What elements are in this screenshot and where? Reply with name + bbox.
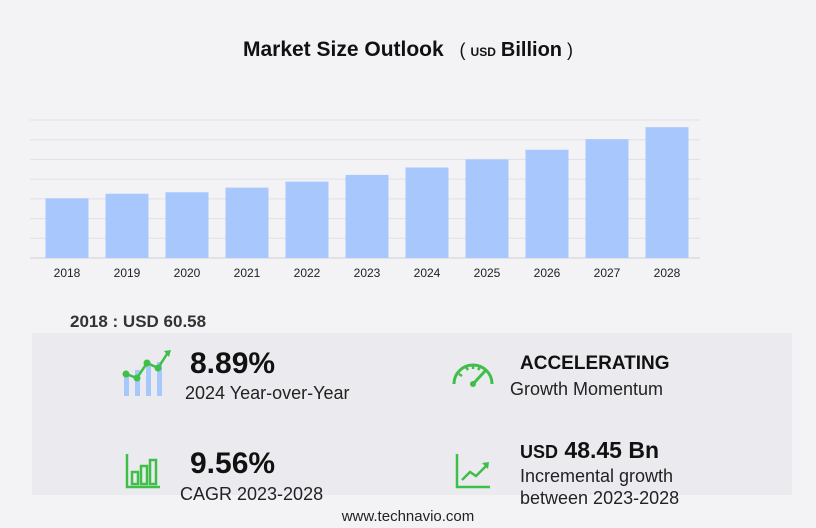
x-tick-label: 2025: [474, 266, 501, 280]
x-tick-label: 2021: [234, 266, 261, 280]
bar-chart: 2018 2019 2020 2021 2022 2023 2024 2025 2026 2027…: [30, 119, 700, 280]
incremental-label-wrap: Incremental growth between 2023-2028: [520, 465, 679, 509]
x-tick-label: 2022: [294, 266, 321, 280]
cagr-stat: 9.56%: [190, 448, 275, 480]
yoy-stat: 8.89%: [190, 348, 275, 380]
incremental-value: 48.45 Bn: [564, 437, 660, 463]
bar-2025: [465, 159, 509, 258]
x-tick-label: 2027: [594, 266, 621, 280]
x-tick-label: 2024: [414, 266, 441, 280]
yoy-value: 8.89%: [190, 347, 276, 380]
footer-url: www.technavio.com: [341, 508, 475, 525]
bar-2021: [225, 187, 269, 258]
x-tick-label: 2028: [654, 266, 681, 280]
incremental-prefix: USD: [520, 442, 559, 462]
x-tick-label: 2026: [534, 266, 561, 280]
bar-chart-icon: [125, 454, 160, 489]
bar-2020: [165, 192, 209, 258]
bar-2027: [585, 139, 629, 258]
momentum-value: ACCELERATING: [520, 353, 670, 374]
momentum-label: Growth Momentum: [510, 379, 664, 399]
x-tick-label: 2020: [174, 266, 201, 280]
incremental-stat: USD 48.45 Bn: [520, 434, 659, 468]
momentum-label-wrap: Growth Momentum: [510, 378, 663, 400]
cagr-label-wrap: CAGR 2023-2028: [180, 483, 323, 505]
speedometer-icon: [452, 363, 494, 387]
growth-chart-icon: [122, 350, 171, 396]
trend-line-icon: [455, 454, 490, 489]
bar-2028: [645, 127, 689, 259]
baseline-value: 2018 : USD 60.58: [70, 312, 207, 331]
bar-2026: [525, 149, 569, 258]
yoy-label-wrap: 2024 Year-over-Year: [185, 382, 349, 404]
title-unit: ( USD Billion ): [459, 39, 574, 61]
incremental-label-1: Incremental growth: [520, 466, 674, 486]
bar-2022: [285, 181, 329, 258]
yoy-label: 2024 Year-over-Year: [185, 383, 350, 403]
x-tick-label: 2018: [54, 266, 81, 280]
bar-2018: [45, 198, 89, 258]
bar-2019: [105, 193, 149, 258]
cagr-label: CAGR 2023-2028: [180, 484, 324, 504]
chart-title: Market Size Outlook ( USD Billion ): [0, 38, 816, 62]
momentum-stat: ACCELERATING: [520, 352, 670, 376]
stats-panel: [32, 333, 792, 495]
x-tick-label: 2023: [354, 266, 381, 280]
bar-2024: [405, 167, 449, 258]
title-main: Market Size Outlook: [242, 38, 444, 61]
incremental-label-2: between 2023-2028: [520, 488, 680, 508]
cagr-value: 9.56%: [190, 447, 276, 480]
bar-2023: [345, 174, 389, 258]
x-tick-label: 2019: [114, 266, 141, 280]
